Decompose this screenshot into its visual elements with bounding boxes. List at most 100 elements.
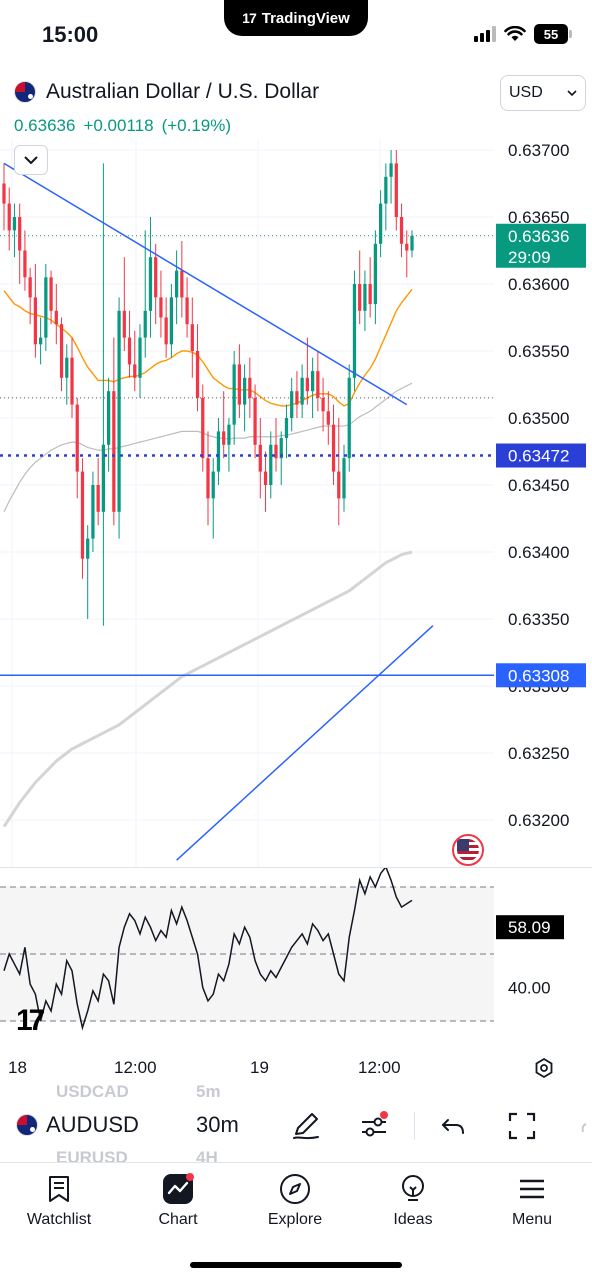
toolbar-separator xyxy=(414,1112,415,1140)
candle-body xyxy=(28,277,32,298)
price-axis-tick: 0.63500 xyxy=(508,409,569,428)
candle-body xyxy=(232,364,236,425)
indicator-pane[interactable]: 58.09 40.00 xyxy=(0,868,592,1048)
us-flag-icon[interactable] xyxy=(452,834,484,866)
price-change: +0.00118 xyxy=(83,116,154,135)
candle-body xyxy=(263,471,268,485)
nav-ideas[interactable]: Ideas xyxy=(358,1173,468,1229)
candle-body xyxy=(18,217,22,251)
symbol-picker[interactable]: AUDUSD xyxy=(16,1112,139,1138)
candle-body xyxy=(33,297,38,345)
currency-value: USD xyxy=(509,84,543,101)
chevron-down-icon xyxy=(24,156,38,164)
drawing-pen-icon[interactable] xyxy=(290,1110,322,1142)
status-bar: 15:00 17 TradingView 55 xyxy=(0,0,592,60)
watchlist-icon xyxy=(49,1176,69,1202)
tradingview-watermark-icon: 17 xyxy=(16,1004,45,1037)
candle-body xyxy=(405,243,409,251)
quote-line: 0.63636 +0.00118 (+0.19%) xyxy=(14,116,231,136)
candle-body xyxy=(169,297,174,345)
wifi-icon xyxy=(504,26,526,41)
candle-body xyxy=(86,538,90,559)
drawings[interactable] xyxy=(0,140,494,861)
last-price-tag-text: 0.63636 xyxy=(508,227,569,246)
symbol-header[interactable]: Australian Dollar / U.S. Dollar xyxy=(14,80,322,104)
candle-body xyxy=(227,424,231,445)
indicator-axis: 58.09 40.00 xyxy=(496,915,564,998)
fullscreen-icon[interactable] xyxy=(506,1110,538,1142)
countdown-tag-text: 29:09 xyxy=(508,248,551,267)
price-change-percent: (+0.19%) xyxy=(161,116,232,135)
currency-select[interactable]: USD xyxy=(500,75,586,111)
cellular-signal-icon xyxy=(474,26,496,42)
candle-body xyxy=(127,337,132,365)
indicators-icon[interactable] xyxy=(358,1110,390,1142)
undo-icon[interactable] xyxy=(438,1110,470,1142)
candle-body xyxy=(342,458,346,499)
price-axis-tick: 0.63450 xyxy=(508,476,569,495)
candle-body xyxy=(190,324,194,351)
candle-body xyxy=(248,377,252,398)
price-axis-tick: 0.63600 xyxy=(508,275,569,294)
symbol-full-name[interactable]: Australian Dollar / U.S. Dollar xyxy=(44,80,322,104)
indicator-line xyxy=(3,868,413,1031)
interval-picker[interactable]: 30m xyxy=(196,1112,239,1137)
candle-body xyxy=(7,203,11,231)
candle-body xyxy=(242,377,247,405)
candle-body xyxy=(258,444,262,472)
candle-body xyxy=(138,337,142,378)
chart-toolbar: AUDUSD 30m xyxy=(0,1100,592,1152)
candle-body xyxy=(352,284,357,378)
candle-body xyxy=(326,411,330,425)
pane-divider[interactable] xyxy=(0,867,592,868)
price-axis[interactable]: 0.63700 0.63650 0.63600 0.63550 0.63500 0.634… xyxy=(496,141,586,830)
candle-body xyxy=(399,217,404,244)
indicator-level-label: 40.00 xyxy=(508,979,551,998)
candle-body xyxy=(106,391,111,445)
nav-menu[interactable]: Menu xyxy=(477,1173,587,1229)
last-price: 0.63636 xyxy=(14,116,76,135)
candle-body xyxy=(133,364,137,378)
nav-label: Chart xyxy=(158,1211,198,1228)
candlesticks[interactable] xyxy=(2,150,414,626)
app-name: TradingView xyxy=(261,9,350,27)
candle-body xyxy=(201,397,205,459)
price-axis-tick: 0.63200 xyxy=(508,811,569,830)
candle-body xyxy=(195,351,200,398)
candle-body xyxy=(253,397,257,445)
price-axis-tick: 0.63350 xyxy=(508,610,569,629)
alert-line-tag-text: 0.63472 xyxy=(508,447,569,466)
candle-body xyxy=(143,310,147,338)
candle-body xyxy=(122,310,126,338)
candle-body xyxy=(222,431,226,445)
nav-explore[interactable]: Explore xyxy=(240,1173,350,1229)
candle-body xyxy=(331,424,336,472)
candle-body xyxy=(180,270,184,298)
candle-body xyxy=(96,485,100,512)
tradingview-pill[interactable]: 17 TradingView xyxy=(224,0,368,36)
candle-body xyxy=(321,397,325,412)
redo-icon[interactable] xyxy=(576,1110,592,1142)
chart-grid xyxy=(0,140,494,867)
nav-chart[interactable]: Chart xyxy=(123,1173,233,1229)
trendline xyxy=(176,625,434,861)
collapse-legend-button[interactable] xyxy=(14,145,48,175)
candle-body xyxy=(363,284,367,311)
hamburger-icon xyxy=(520,1179,544,1199)
home-indicator xyxy=(190,1262,402,1268)
candle-body xyxy=(216,431,221,472)
candle-body xyxy=(59,324,64,378)
nav-label: Watchlist xyxy=(26,1211,92,1228)
price-chart[interactable]: 0.63700 0.63650 0.63600 0.63550 0.63500 0.634… xyxy=(0,140,592,867)
price-axis-tick: 0.63250 xyxy=(508,744,569,763)
chart-icon xyxy=(163,1173,194,1204)
tradingview-logo-icon: 17 xyxy=(242,10,257,26)
candle-body xyxy=(358,284,362,311)
lightbulb-icon xyxy=(402,1175,424,1201)
nav-label: Menu xyxy=(511,1211,553,1228)
indicator-line xyxy=(3,868,413,1031)
nav-watchlist[interactable]: Watchlist xyxy=(4,1173,114,1229)
chart-settings-icon[interactable] xyxy=(532,1056,556,1080)
candle-body xyxy=(112,391,116,512)
candle-body xyxy=(164,317,168,345)
